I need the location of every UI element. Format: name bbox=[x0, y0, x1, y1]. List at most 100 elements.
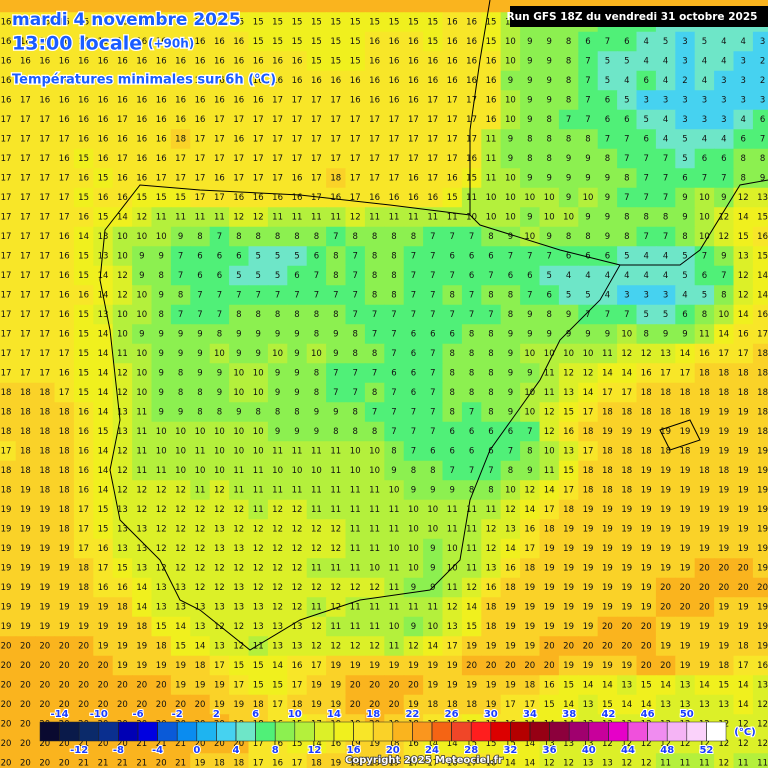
field-cell bbox=[229, 480, 250, 501]
value-label: 14 bbox=[757, 271, 768, 281]
field-cell bbox=[0, 694, 17, 715]
field-cell bbox=[714, 441, 735, 462]
value-label: 11 bbox=[214, 213, 225, 223]
field-cell bbox=[655, 402, 676, 423]
field-cell bbox=[0, 168, 17, 189]
field-cell bbox=[35, 577, 56, 598]
field-cell bbox=[93, 324, 114, 345]
value-label: 7 bbox=[294, 291, 299, 301]
field-cell bbox=[578, 382, 599, 403]
field-cell bbox=[35, 129, 56, 150]
field-cell bbox=[539, 421, 560, 442]
field-cell bbox=[267, 577, 288, 598]
colorbar-swatch bbox=[176, 721, 198, 742]
field-cell bbox=[229, 304, 250, 325]
value-label: 9 bbox=[546, 76, 551, 86]
field-cell bbox=[733, 109, 754, 130]
field-cell bbox=[617, 207, 638, 228]
field-cell bbox=[364, 109, 385, 130]
value-label: 12 bbox=[253, 583, 264, 593]
field-cell bbox=[636, 402, 657, 423]
value-label: 10 bbox=[136, 349, 147, 359]
value-label: 7 bbox=[527, 427, 532, 437]
value-label: 12 bbox=[117, 369, 128, 379]
value-label: 20 bbox=[78, 700, 89, 710]
field-cell bbox=[481, 90, 502, 111]
value-label: 19 bbox=[39, 583, 50, 593]
value-label: 9 bbox=[546, 37, 551, 47]
field-cell bbox=[229, 31, 250, 52]
field-cell bbox=[520, 675, 541, 696]
value-label: 8 bbox=[333, 310, 338, 320]
value-label: 16 bbox=[447, 57, 458, 67]
field-cell bbox=[209, 441, 230, 462]
field-cell bbox=[442, 70, 463, 91]
value-label: 10 bbox=[233, 388, 244, 398]
value-label: 7 bbox=[527, 252, 532, 262]
value-label: 19 bbox=[544, 603, 555, 613]
field-cell bbox=[73, 753, 94, 768]
field-cell bbox=[306, 51, 327, 72]
value-label: 13 bbox=[156, 583, 167, 593]
field-cell bbox=[364, 402, 385, 423]
value-label: 16 bbox=[699, 349, 710, 359]
value-label: 10 bbox=[544, 349, 555, 359]
value-label: 9 bbox=[449, 486, 454, 496]
field-cell bbox=[15, 12, 36, 33]
field-cell bbox=[461, 343, 482, 364]
value-label: 20 bbox=[20, 681, 31, 691]
field-cell bbox=[461, 12, 482, 33]
field-cell bbox=[326, 577, 347, 598]
field-cell bbox=[15, 285, 36, 306]
value-label: 8 bbox=[236, 232, 241, 242]
value-label: 10 bbox=[544, 213, 555, 223]
field-cell bbox=[461, 402, 482, 423]
colorbar-swatch bbox=[470, 721, 492, 742]
field-cell bbox=[190, 70, 211, 91]
field-cell bbox=[364, 129, 385, 150]
field-cell bbox=[287, 207, 308, 228]
value-label: 19 bbox=[59, 544, 70, 554]
value-label: 11 bbox=[369, 213, 380, 223]
field-cell bbox=[267, 168, 288, 189]
value-label: 5 bbox=[275, 271, 280, 281]
value-label: 16 bbox=[156, 18, 167, 28]
field-cell bbox=[112, 70, 133, 91]
value-label: 9 bbox=[527, 76, 532, 86]
value-label: 19 bbox=[20, 583, 31, 593]
field-cell bbox=[0, 733, 17, 754]
field-cell bbox=[675, 31, 696, 52]
value-label: 15 bbox=[272, 37, 283, 47]
field-cell bbox=[558, 753, 579, 768]
value-label: 19 bbox=[641, 505, 652, 515]
field-cell bbox=[675, 538, 696, 559]
field-cell bbox=[636, 90, 657, 111]
field-cell bbox=[209, 460, 230, 481]
field-cell bbox=[93, 519, 114, 540]
value-label: 16 bbox=[524, 525, 535, 535]
value-label: 17 bbox=[563, 486, 574, 496]
value-label: 9 bbox=[411, 583, 416, 593]
field-cell bbox=[675, 226, 696, 247]
value-label: 17 bbox=[253, 739, 264, 749]
value-label: 14 bbox=[78, 232, 89, 242]
field-cell bbox=[481, 675, 502, 696]
value-label: 16 bbox=[117, 57, 128, 67]
value-label: 17 bbox=[330, 135, 341, 145]
value-label: 4 bbox=[566, 271, 571, 281]
value-label: 9 bbox=[605, 174, 610, 184]
value-label: 17 bbox=[427, 115, 438, 125]
value-label: 21 bbox=[136, 739, 147, 749]
field-cell bbox=[35, 148, 56, 169]
value-label: 18 bbox=[680, 408, 691, 418]
value-label: 16 bbox=[505, 564, 516, 574]
field-cell bbox=[500, 597, 521, 618]
value-label: 20 bbox=[389, 700, 400, 710]
field-cell bbox=[675, 207, 696, 228]
field-cell bbox=[326, 168, 347, 189]
value-label: 20 bbox=[39, 739, 50, 749]
field-cell bbox=[694, 519, 715, 540]
value-label: 5 bbox=[624, 96, 629, 106]
value-label: 17 bbox=[427, 154, 438, 164]
field-cell bbox=[500, 343, 521, 364]
